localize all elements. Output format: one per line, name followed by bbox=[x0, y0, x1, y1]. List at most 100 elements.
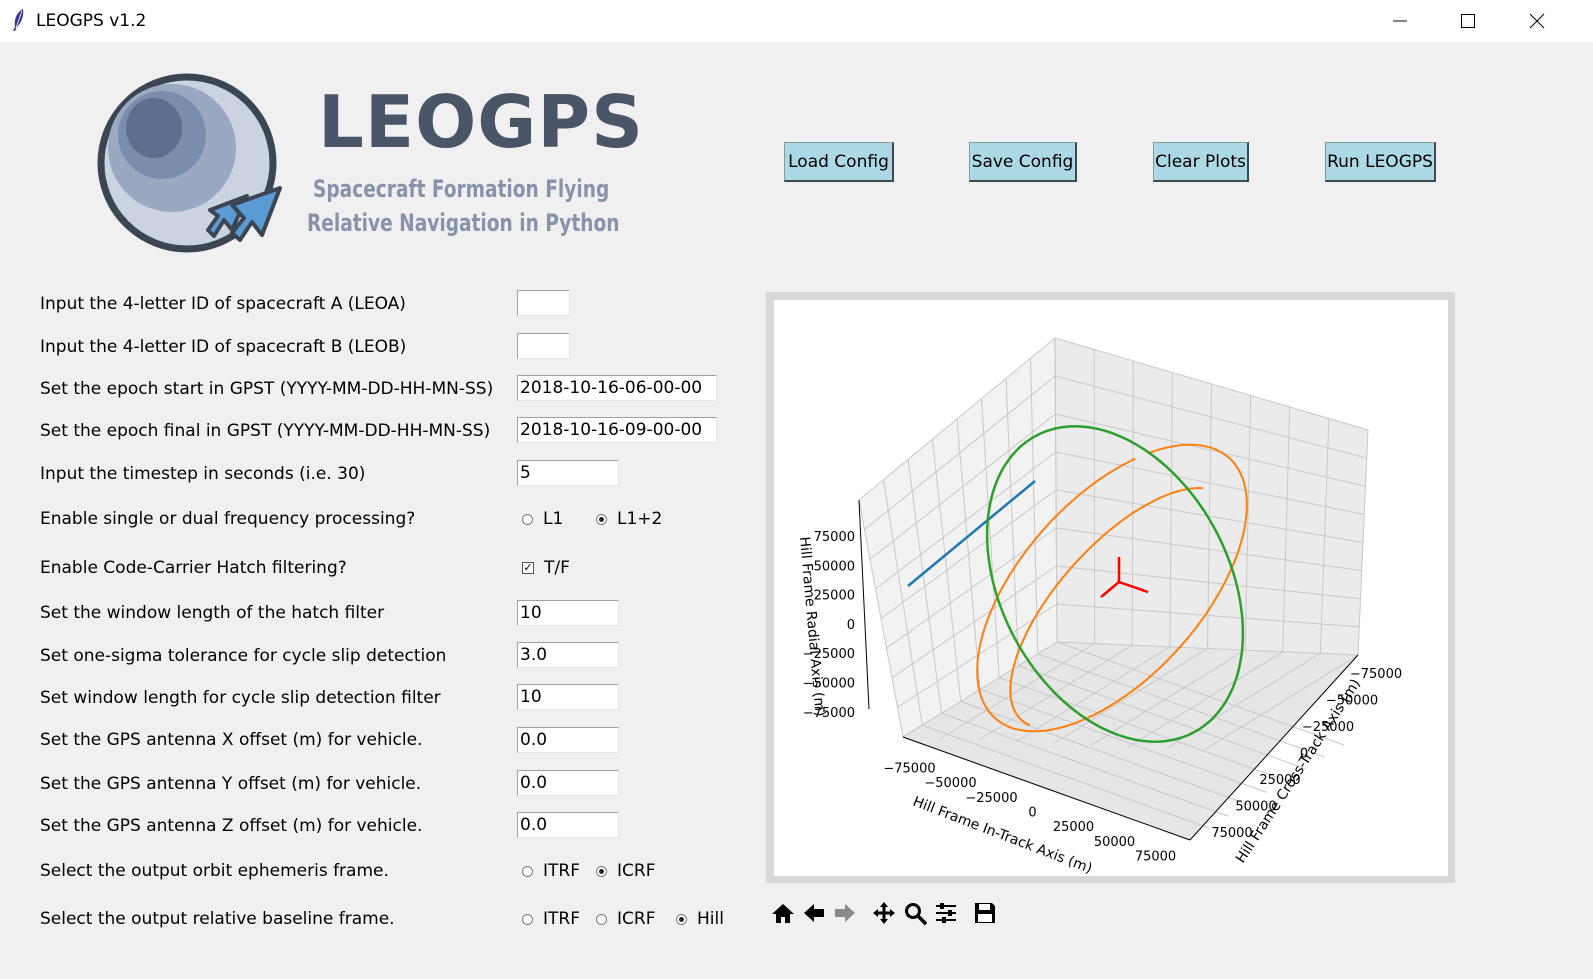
baseline-frame-itrf-radio[interactable]: ITRF bbox=[522, 909, 580, 929]
leogps-logo-icon bbox=[92, 70, 292, 269]
grid-lines bbox=[858, 337, 1369, 841]
slip-window-label: Set window length for cycle slip detecti… bbox=[40, 688, 441, 708]
load-config-button[interactable]: Load Config bbox=[784, 142, 894, 182]
home-icon bbox=[772, 904, 794, 923]
grid-line bbox=[1056, 565, 1361, 600]
save-config-button[interactable]: Save Config bbox=[969, 142, 1077, 182]
antenna-y-label: Set the GPS antenna Y offset (m) for veh… bbox=[40, 774, 422, 794]
plot-canvas[interactable]: −75000 −50000 −25000 0 25000 50000 75000 −75000… bbox=[774, 300, 1448, 877]
radio-indicator bbox=[596, 913, 607, 925]
baseline-frame-icrf-radio[interactable]: ICRF bbox=[596, 909, 655, 929]
home-button[interactable] bbox=[768, 898, 798, 928]
save-figure-button[interactable] bbox=[970, 898, 1000, 928]
close-button[interactable] bbox=[1503, 0, 1571, 42]
leob-label: Input the 4-letter ID of spacecraft B (L… bbox=[40, 337, 407, 357]
grid-line bbox=[907, 459, 942, 714]
frequency-label: Enable single or dual frequency processi… bbox=[40, 509, 416, 529]
z-tick-label: −50000 bbox=[803, 677, 855, 692]
hatch-window-input[interactable]: 10 bbox=[517, 600, 619, 626]
data-series bbox=[907, 425, 1248, 743]
x-tick-label: −50000 bbox=[924, 776, 976, 791]
grid-line bbox=[1056, 527, 1362, 572]
z-tick-label: −75000 bbox=[803, 706, 855, 721]
hatch-filter-option-label: T/F bbox=[544, 558, 570, 578]
forward-icon bbox=[835, 904, 855, 922]
back-button[interactable] bbox=[799, 898, 829, 928]
freq-l1-2-label: L1+2 bbox=[617, 509, 663, 529]
leoa-input[interactable] bbox=[517, 290, 570, 316]
sigma-tolerance-label: Set one-sigma tolerance for cycle slip d… bbox=[40, 646, 447, 666]
maximize-button[interactable] bbox=[1434, 0, 1502, 42]
grid-line bbox=[1056, 641, 1345, 746]
checkmark-icon: ✓ bbox=[522, 561, 534, 574]
freq-l1-radio[interactable]: L1 bbox=[522, 509, 563, 529]
y-tick-label: 75000 bbox=[1211, 826, 1252, 841]
hatch-filter-label: Enable Code-Carrier Hatch filtering? bbox=[40, 558, 347, 578]
x-tick-label: 25000 bbox=[1053, 820, 1094, 835]
baseline-frame-icrf-label: ICRF bbox=[617, 909, 656, 929]
z-tick-label: 0 bbox=[847, 618, 855, 633]
run-leogps-button[interactable]: Run LEOGPS bbox=[1325, 142, 1436, 182]
pan-button[interactable] bbox=[869, 898, 899, 928]
grid-line bbox=[1056, 641, 1359, 656]
epoch-start-label: Set the epoch start in GPST (YYYY-MM-DD-… bbox=[40, 379, 494, 399]
radio-indicator bbox=[522, 513, 533, 525]
timestep-input[interactable]: 5 bbox=[517, 460, 619, 486]
antenna-y-input[interactable]: 0.0 bbox=[517, 770, 619, 796]
grid-line bbox=[897, 603, 1058, 708]
grid-line bbox=[858, 499, 904, 738]
z-axis-line bbox=[858, 499, 870, 710]
minimize-button[interactable] bbox=[1366, 0, 1434, 42]
window-titlebar: LEOGPS v1.2 bbox=[0, 0, 1593, 42]
toolbar-separator bbox=[861, 898, 869, 930]
sigma-tolerance-input[interactable]: 3.0 bbox=[517, 642, 619, 668]
hatch-filter-checkbox[interactable]: ✓ T/F bbox=[522, 558, 570, 578]
grid-line bbox=[1056, 603, 1360, 628]
x-tick-label: 75000 bbox=[1135, 850, 1176, 865]
configure-icon bbox=[936, 903, 956, 923]
freq-l1-2-radio[interactable]: L1+2 bbox=[596, 509, 662, 529]
clear-plots-button[interactable]: Clear Plots bbox=[1153, 142, 1249, 182]
grid-line bbox=[932, 439, 962, 702]
toolbar-separator bbox=[962, 898, 970, 930]
slip-window-input[interactable]: 10 bbox=[517, 684, 619, 710]
grid-line bbox=[979, 689, 1268, 793]
x-tick-label: −75000 bbox=[883, 761, 935, 776]
z-tick-label: 50000 bbox=[814, 559, 855, 574]
minimize-icon bbox=[1393, 20, 1407, 22]
series-blue-line bbox=[907, 480, 1036, 587]
antenna-x-input[interactable]: 0.0 bbox=[517, 727, 619, 753]
3d-chart: −75000−50000−250000250005000075000−75000… bbox=[796, 337, 1402, 877]
forward-button[interactable] bbox=[830, 898, 860, 928]
origin-axis-y bbox=[1118, 580, 1149, 594]
baseline-frame-itrf-label: ITRF bbox=[543, 909, 580, 929]
y-tick-label: 25000 bbox=[1259, 773, 1300, 788]
grid-line bbox=[922, 724, 1210, 829]
timestep-label: Input the timestep in seconds (i.e. 30) bbox=[40, 464, 366, 484]
epoch-start-input[interactable]: 2018-10-16-06-00-00 bbox=[517, 375, 717, 401]
freq-l1-label: L1 bbox=[543, 509, 564, 529]
series-green-ellipse bbox=[985, 425, 1245, 743]
back-icon bbox=[804, 904, 824, 922]
grid-line bbox=[1203, 654, 1359, 751]
grid-line bbox=[1128, 651, 1284, 748]
antenna-z-input[interactable]: 0.0 bbox=[517, 812, 619, 838]
grid-line bbox=[1018, 665, 1306, 770]
grid-line bbox=[1090, 649, 1246, 746]
y-axis-line bbox=[1189, 654, 1359, 841]
y-tick-label: −50000 bbox=[1326, 694, 1378, 709]
epoch-final-label: Set the epoch final in GPST (YYYY-MM-DD-… bbox=[40, 421, 491, 441]
orbit-frame-icrf-radio[interactable]: ICRF bbox=[596, 861, 655, 881]
orbit-frame-itrf-label: ITRF bbox=[543, 861, 580, 881]
orbit-frame-itrf-radio[interactable]: ITRF bbox=[522, 861, 580, 881]
tick-labels: −75000−50000−250000250005000075000−75000… bbox=[803, 530, 1402, 865]
epoch-final-input[interactable]: 2018-10-16-09-00-00 bbox=[517, 417, 717, 443]
grid-line bbox=[940, 643, 1095, 740]
grid-line bbox=[1319, 418, 1330, 654]
x-tick-label: 0 bbox=[1028, 806, 1036, 821]
series-orange-arc bbox=[1009, 486, 1203, 727]
zoom-button[interactable] bbox=[900, 898, 930, 928]
leob-input[interactable] bbox=[517, 333, 570, 359]
configure-subplots-button[interactable] bbox=[931, 898, 961, 928]
baseline-frame-hill-radio[interactable]: Hill bbox=[676, 909, 724, 929]
